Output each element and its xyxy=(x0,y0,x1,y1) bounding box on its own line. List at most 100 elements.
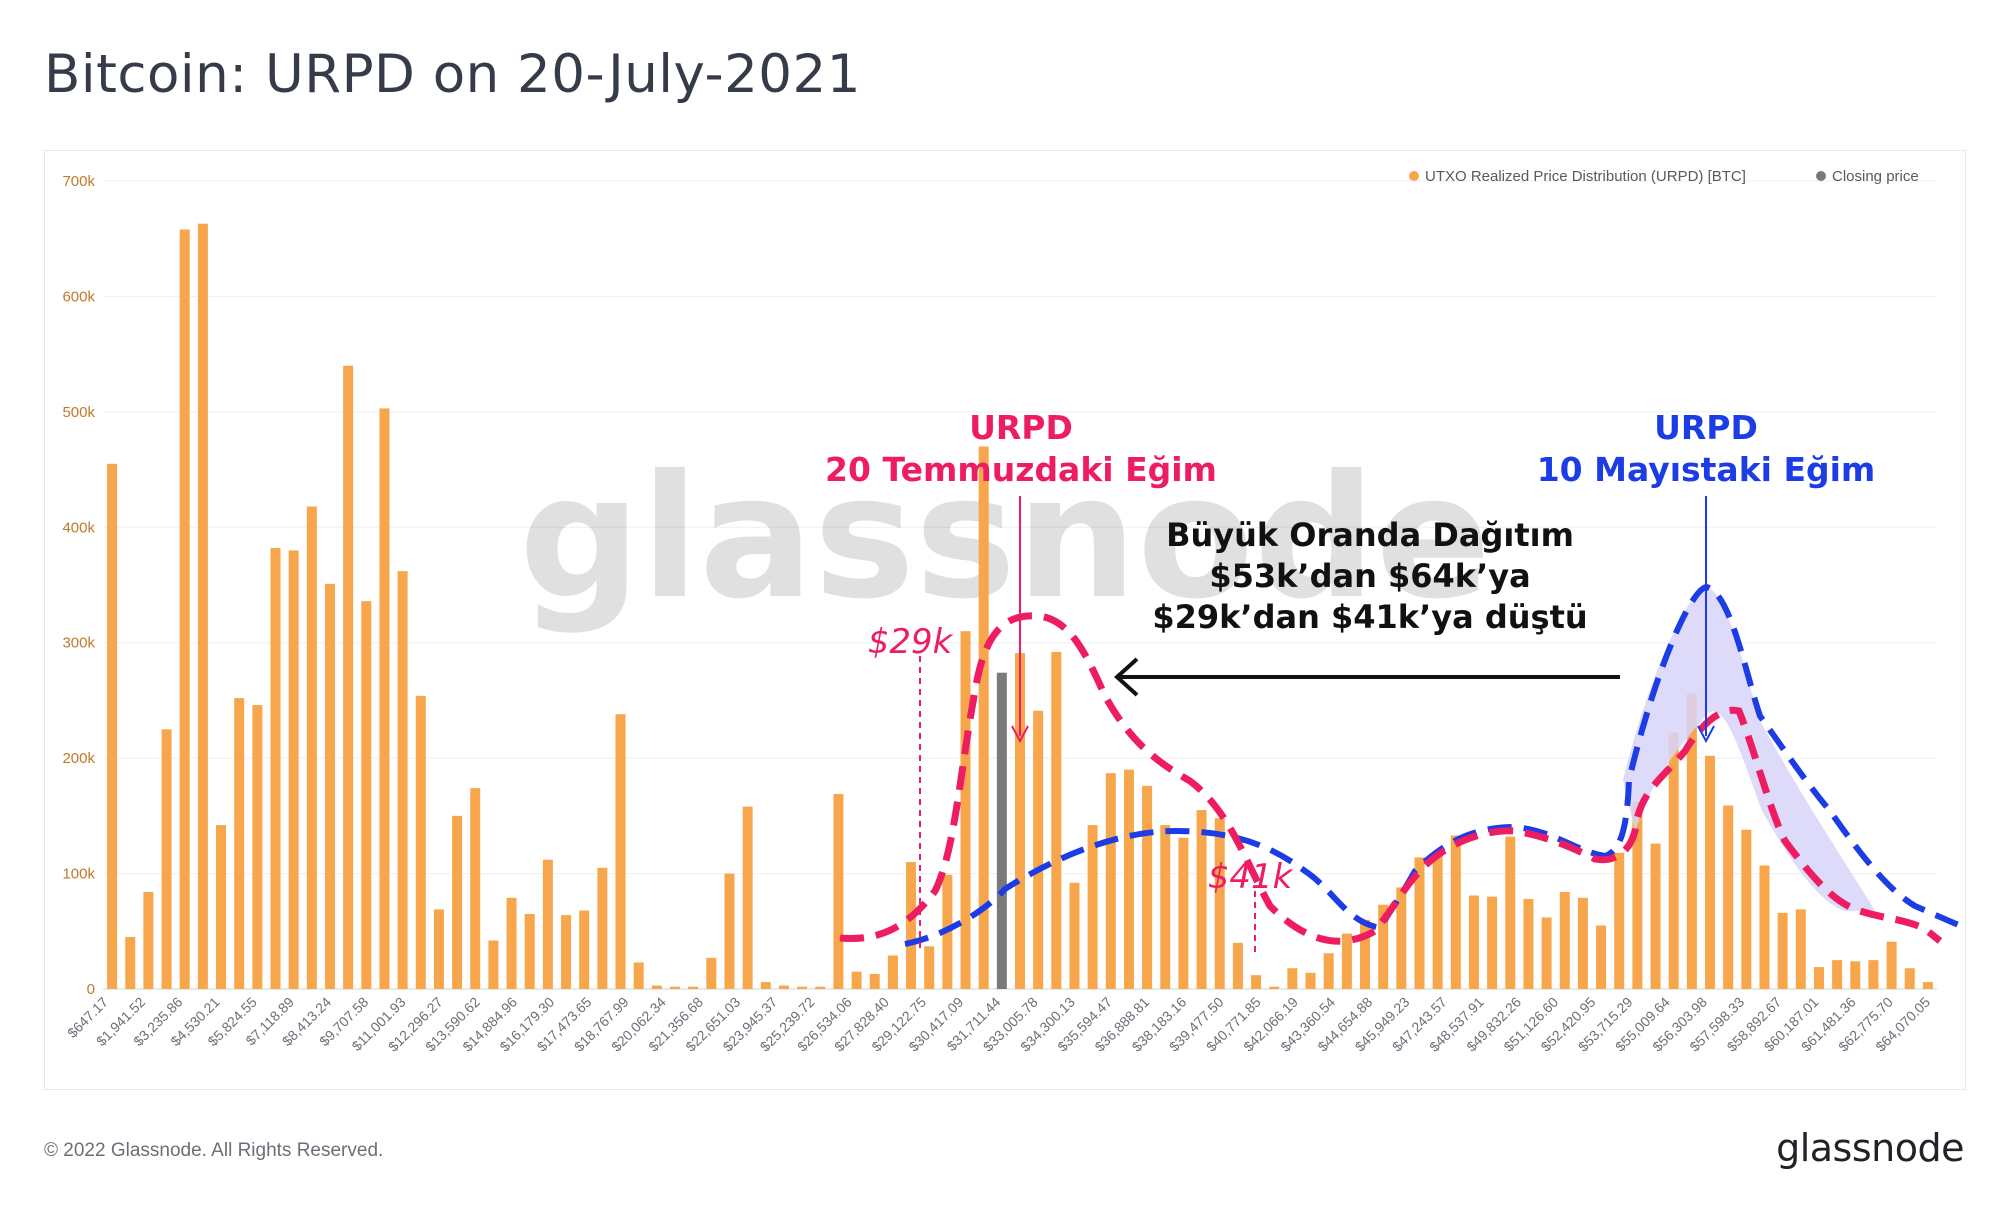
urpd-bar xyxy=(1596,925,1607,989)
urpd-bar xyxy=(1432,852,1443,989)
urpd-bar xyxy=(1269,986,1280,989)
urpd-bar xyxy=(343,365,354,989)
urpd-bar xyxy=(415,695,426,989)
urpd-bar xyxy=(1287,968,1298,989)
urpd-bar xyxy=(1813,967,1824,989)
urpd-bar xyxy=(1505,836,1516,989)
urpd-bar xyxy=(1051,651,1062,989)
urpd-bar xyxy=(688,986,699,989)
urpd-bar xyxy=(579,910,590,989)
urpd-bar xyxy=(1741,829,1752,989)
urpd-bar xyxy=(1850,961,1861,989)
y-tick-label: 700k xyxy=(62,173,95,190)
urpd-bar xyxy=(615,714,626,989)
urpd-bar xyxy=(1614,852,1625,989)
urpd-bar xyxy=(324,583,335,989)
urpd-bar xyxy=(1541,917,1552,989)
page-title: Bitcoin: URPD on 20-July-2021 xyxy=(44,44,861,105)
urpd-bar xyxy=(1232,942,1243,989)
urpd-bar xyxy=(1196,810,1207,989)
urpd-bar xyxy=(433,909,444,989)
x-axis: $647.17$1,941.52$3,235.86$4,530.21$5,824… xyxy=(64,994,1933,1055)
urpd-bar xyxy=(924,946,935,989)
urpd-bar xyxy=(1650,843,1661,989)
urpd-bar xyxy=(906,862,917,989)
may-pointer-arrowhead xyxy=(1697,725,1715,744)
urpd-bar xyxy=(1378,904,1389,989)
note-line-2: $53k’dan $64k’ya xyxy=(1209,557,1530,595)
urpd-bar xyxy=(561,915,572,989)
may-urpd-subtitle: 10 Mayıstaki Eğim xyxy=(1537,450,1876,489)
urpd-bar xyxy=(1087,825,1098,989)
y-tick-label: 500k xyxy=(62,404,95,421)
footer-logo: glassnode xyxy=(1776,1126,1964,1170)
urpd-bar xyxy=(833,793,844,989)
urpd-bar xyxy=(470,788,481,989)
y-tick-label: 0 xyxy=(87,981,95,998)
shift-arrowhead xyxy=(1114,657,1139,697)
urpd-bar xyxy=(797,986,808,989)
urpd-bar xyxy=(869,973,880,989)
urpd-bar xyxy=(887,955,898,989)
urpd-bar xyxy=(633,962,644,989)
urpd-bar xyxy=(1723,805,1734,989)
urpd-bar xyxy=(1523,898,1534,989)
urpd-bar xyxy=(197,223,208,990)
legend-urpd-swatch xyxy=(1409,171,1419,181)
urpd-bar xyxy=(1251,975,1262,989)
urpd-bar xyxy=(1577,897,1588,989)
y-tick-label: 100k xyxy=(62,866,95,883)
urpd-bar xyxy=(760,982,771,989)
urpd-bar xyxy=(1886,941,1897,989)
urpd-bar xyxy=(1868,960,1879,989)
july-urpd-curve xyxy=(839,612,1943,945)
label-29k: $29k xyxy=(868,622,954,662)
urpd-bar xyxy=(1686,693,1697,989)
july-pointer-arrowhead xyxy=(1011,725,1029,744)
urpd-bar xyxy=(1668,732,1679,989)
urpd-bar xyxy=(1305,972,1316,989)
urpd-bar xyxy=(815,986,826,989)
urpd-bar xyxy=(1832,960,1843,989)
urpd-bar xyxy=(1559,892,1570,989)
urpd-bar xyxy=(1160,825,1171,989)
annotation-overlays: $29k $41k URPD 20 Temmuzdaki Eğim URPD 1… xyxy=(825,408,1967,956)
urpd-bar xyxy=(288,550,299,989)
urpd-bar xyxy=(651,985,662,989)
urpd-bar xyxy=(397,571,408,989)
urpd-bar xyxy=(1323,953,1334,989)
watermark: glassnode xyxy=(519,439,1491,637)
label-41k: $41k xyxy=(1208,857,1294,897)
urpd-bar xyxy=(706,957,717,989)
urpd-bar xyxy=(1360,919,1371,989)
urpd-bar xyxy=(270,548,281,989)
chart-frame: 0 100k 200k 300k 400k 500k 600k 700k glassnode … xyxy=(44,150,1967,1090)
urpd-bar xyxy=(669,986,680,989)
urpd-bar xyxy=(216,825,227,989)
urpd-bar xyxy=(1015,653,1025,989)
urpd-bar xyxy=(1705,755,1716,989)
urpd-bar xyxy=(1795,909,1806,989)
urpd-bar xyxy=(1069,882,1080,989)
urpd-bar xyxy=(143,892,154,989)
note-line-1: Büyük Oranda Dağıtım xyxy=(1166,516,1574,554)
urpd-bar xyxy=(1214,818,1225,989)
urpd-bar xyxy=(1759,865,1770,989)
urpd-bar xyxy=(724,873,735,989)
bars xyxy=(107,223,1933,990)
urpd-bar xyxy=(1178,837,1189,989)
urpd-bar xyxy=(1450,835,1461,989)
y-tick-label: 200k xyxy=(62,750,95,767)
urpd-bar xyxy=(778,985,789,989)
urpd-bar xyxy=(252,705,263,989)
urpd-bar xyxy=(1468,895,1479,989)
legend-closing-swatch xyxy=(1816,171,1826,181)
legend-urpd-label: UTXO Realized Price Distribution (URPD) … xyxy=(1425,168,1746,185)
urpd-bar xyxy=(161,729,172,989)
urpd-bar xyxy=(1904,968,1915,989)
urpd-bar xyxy=(978,446,989,989)
urpd-bar xyxy=(1414,857,1425,989)
urpd-bar xyxy=(1922,982,1933,989)
urpd-bar xyxy=(234,698,245,989)
urpd-bar xyxy=(1341,933,1352,989)
